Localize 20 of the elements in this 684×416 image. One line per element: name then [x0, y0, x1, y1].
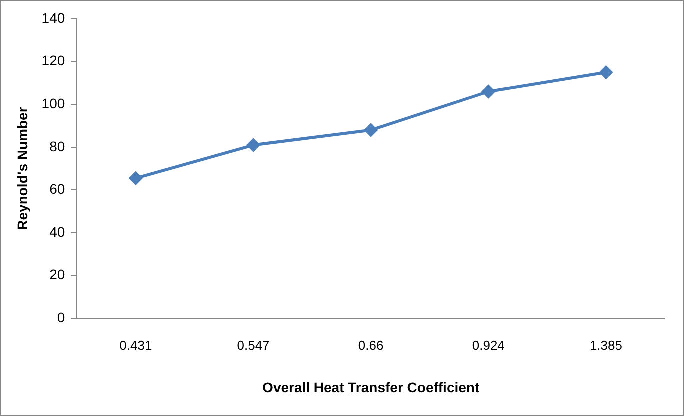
point [364, 124, 378, 137]
x-tick-label: 1.385 [590, 338, 622, 353]
x-tick-label: 0.924 [472, 338, 505, 353]
x-tick-label: 0.66 [358, 338, 384, 353]
y-tick-label: 100 [42, 95, 66, 112]
point [129, 172, 142, 185]
x-axis-title: Overall Heat Transfer Coefficient [262, 379, 480, 396]
y-tick-label: 80 [50, 138, 66, 154]
point [482, 85, 496, 98]
y-tick-label: 120 [42, 52, 66, 69]
y-tick-label: 60 [50, 181, 66, 198]
x-tick-label: 0.547 [237, 338, 270, 353]
y-tick-label: 20 [50, 266, 66, 283]
y-tick-label: 140 [42, 10, 66, 26]
y-tick-label: 40 [50, 224, 66, 240]
x-tick-label: 0.431 [120, 338, 152, 353]
point [600, 66, 613, 79]
y-tick-label: 0 [57, 309, 66, 326]
point [247, 138, 260, 152]
y-axis-title: Reynold's Number [14, 106, 30, 230]
